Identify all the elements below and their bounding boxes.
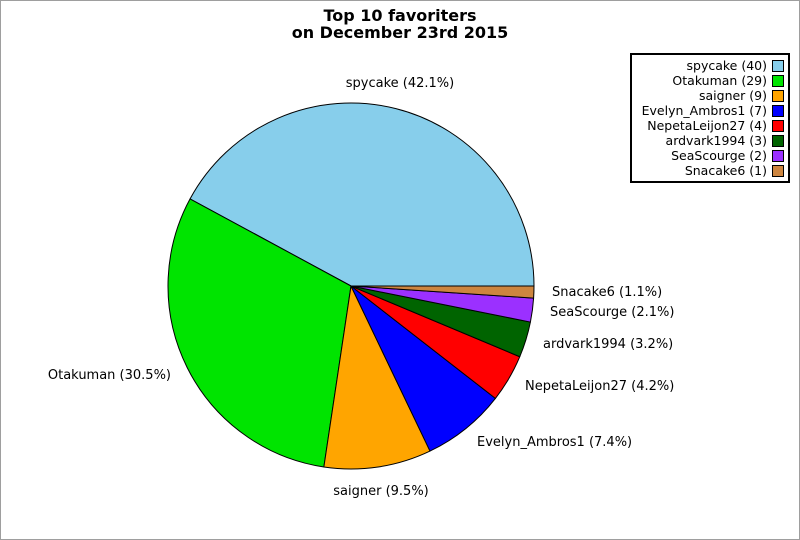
legend-label-Snacake6: Snacake6 (1) [684, 163, 767, 178]
legend-swatch-saigner [772, 89, 784, 102]
legend-label-Evelyn_Ambros1: Evelyn_Ambros1 (7) [641, 103, 767, 118]
legend-row-NepetaLeijon27: NepetaLeijon27 (4) [636, 118, 784, 133]
legend-label-NepetaLeijon27: NepetaLeijon27 (4) [647, 118, 767, 133]
pie-slice-Snacake6 [350, 285, 535, 299]
legend-row-spycake: spycake (40) [636, 58, 784, 73]
legend-swatch-Snacake6 [772, 164, 784, 177]
legend-swatch-ardvark1994 [772, 134, 784, 147]
chart-title-line1: Top 10 favoriters [323, 6, 477, 25]
legend-label-SeaScourge: SeaScourge (2) [671, 148, 767, 163]
legend-row-Evelyn_Ambros1: Evelyn_Ambros1 (7) [636, 103, 784, 118]
legend-row-SeaScourge: SeaScourge (2) [636, 148, 784, 163]
slice-label-NepetaLeijon27: NepetaLeijon27 (4.2%) [525, 379, 675, 394]
slice-label-Otakuman: Otakuman (30.5%) [47, 368, 171, 383]
pie-slice-spycake [189, 102, 535, 287]
slice-label-Snacake6: Snacake6 (1.1%) [552, 285, 663, 300]
slice-label-Evelyn_Ambros1: Evelyn_Ambros1 (7.4%) [477, 435, 633, 450]
legend-label-Otakuman: Otakuman (29) [672, 73, 767, 88]
chart-title-line2: on December 23rd 2015 [291, 23, 509, 42]
pie-slice-Otakuman [167, 198, 352, 468]
legend-swatch-Otakuman [772, 74, 784, 87]
legend-label-ardvark1994: ardvark1994 (3) [665, 133, 767, 148]
legend: spycake (40) Otakuman (29) saigner (9) Evel… [630, 53, 790, 183]
legend-label-saigner: saigner (9) [698, 88, 767, 103]
legend-row-Snacake6: Snacake6 (1) [636, 163, 784, 178]
legend-label-spycake: spycake (40) [686, 58, 768, 73]
legend-swatch-NepetaLeijon27 [772, 119, 784, 132]
legend-row-Otakuman: Otakuman (29) [636, 73, 784, 88]
legend-swatch-Evelyn_Ambros1 [772, 104, 784, 117]
legend-swatch-spycake [772, 59, 784, 72]
pie-slice-saigner [323, 285, 431, 470]
legend-swatch-SeaScourge [772, 149, 784, 162]
slice-label-ardvark1994: ardvark1994 (3.2%) [543, 337, 674, 352]
legend-row-ardvark1994: ardvark1994 (3) [636, 133, 784, 148]
slice-label-spycake: spycake (42.1%) [345, 76, 455, 91]
legend-row-saigner: saigner (9) [636, 88, 784, 103]
slice-label-SeaScourge: SeaScourge (2.1%) [550, 305, 675, 320]
slice-label-saigner: saigner (9.5%) [333, 484, 429, 499]
chart-title: Top 10 favoriters on December 23rd 2015 [1, 7, 799, 41]
